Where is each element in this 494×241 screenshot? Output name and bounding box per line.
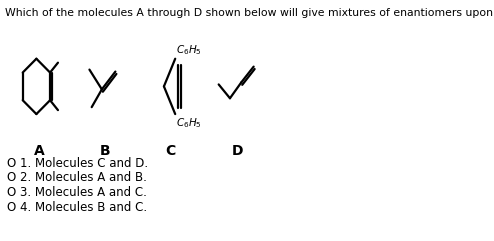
Text: O 3. Molecules A and C.: O 3. Molecules A and C. [7, 186, 147, 199]
Text: D: D [232, 144, 243, 158]
Text: A: A [35, 144, 45, 158]
Text: Which of the molecules A through D shown below will give mixtures of enantiomers: Which of the molecules A through D shown… [5, 8, 494, 18]
Text: B: B [99, 144, 110, 158]
Text: C: C [165, 144, 176, 158]
Text: $C_6H_5$: $C_6H_5$ [176, 116, 202, 130]
Text: O 2. Molecules A and B.: O 2. Molecules A and B. [7, 171, 147, 184]
Text: O 1. Molecules C and D.: O 1. Molecules C and D. [7, 157, 148, 170]
Text: $C_6H_5$: $C_6H_5$ [176, 43, 202, 57]
Text: O 4. Molecules B and C.: O 4. Molecules B and C. [7, 201, 147, 214]
